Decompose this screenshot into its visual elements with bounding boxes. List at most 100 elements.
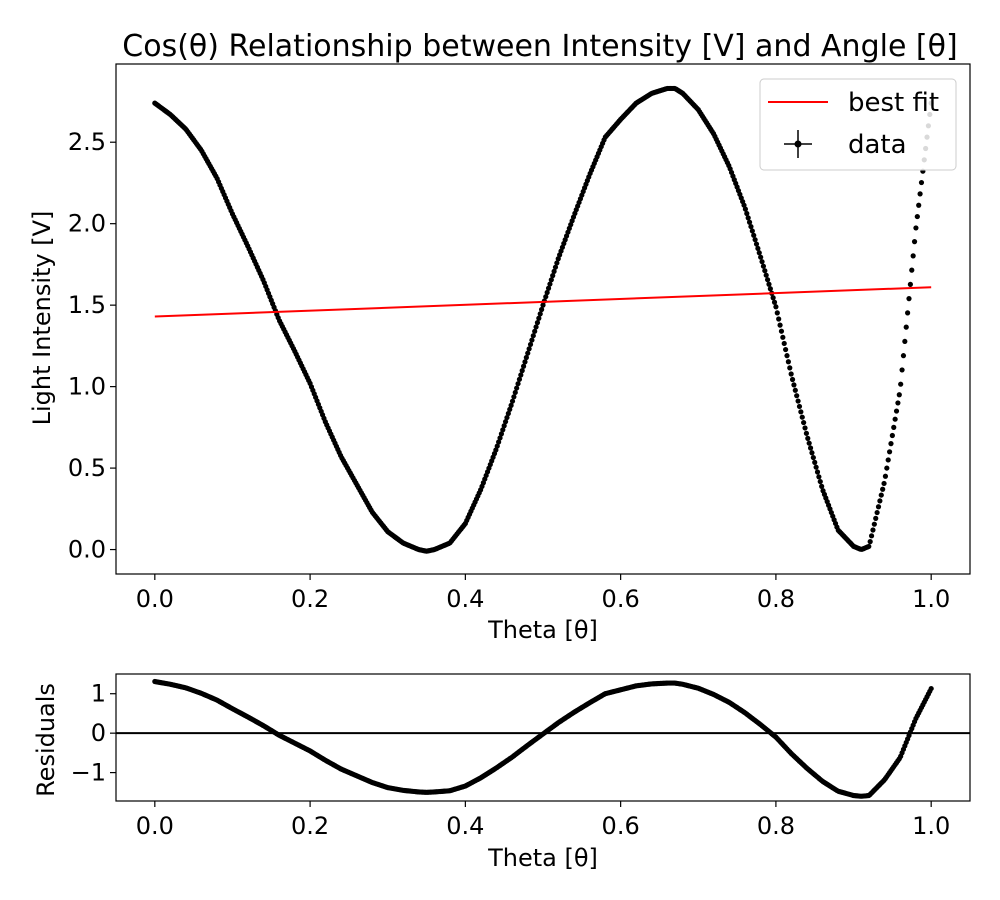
main-data-point [917, 191, 923, 197]
residuals-x-tick-label: 0.2 [291, 812, 329, 840]
main-data-point [554, 260, 560, 266]
main-data-point [753, 241, 760, 247]
main-data-point [777, 322, 783, 328]
main-data-point [773, 304, 779, 310]
main-data-point [509, 398, 516, 404]
legend-data-label: data [848, 130, 907, 160]
main-data-point [529, 337, 535, 343]
main-data-point [871, 521, 877, 527]
residuals-x-axis-label: Theta [θ] [487, 844, 598, 872]
main-data-point [900, 353, 907, 359]
residuals-y-tick-label: 1 [91, 680, 106, 708]
main-data-point [899, 367, 905, 373]
main-plot-panel: Cos(θ) Relationship between Intensity [V… [28, 29, 971, 644]
main-data-point [519, 368, 525, 374]
main-data-point [870, 527, 876, 533]
main-data-point [902, 338, 908, 345]
main-data-point [501, 423, 507, 429]
residuals-y-tick-label: −1 [71, 759, 106, 787]
residuals-x-tick-label: 0.0 [136, 812, 174, 840]
main-data-point [523, 354, 529, 361]
main-data-point [810, 454, 816, 461]
residuals-plot-panel: 0.0 0.2 0.4 0.6 0.8 1.0 −1 0 1 Theta [θ] Residua… [32, 673, 971, 872]
main-data-point [796, 403, 803, 410]
main-data-point [803, 430, 810, 436]
main-data-point [527, 341, 534, 348]
main-data-point [758, 254, 764, 260]
residuals-plot-frame [115, 673, 971, 802]
main-data-point [504, 414, 510, 421]
main-data-point [813, 464, 819, 470]
residuals-y-tick-label: 0 [91, 719, 106, 747]
main-data-point [545, 285, 552, 291]
main-data-point [801, 419, 807, 426]
main-data-point [907, 281, 913, 287]
main-data-point [776, 316, 782, 322]
main-data-point [892, 416, 898, 422]
main-y-tick-label: 2.0 [68, 210, 106, 238]
main-data-point [906, 296, 912, 302]
residuals-x-tick-label: 0.8 [757, 812, 795, 840]
main-data-point [537, 311, 543, 317]
main-data-point [770, 295, 776, 301]
main-data-point [496, 439, 502, 445]
main-data-point [759, 259, 765, 265]
main-data-point [543, 294, 549, 300]
main-data-point [789, 376, 796, 383]
main-data-point [816, 474, 822, 480]
main-data-point [525, 350, 531, 356]
main-data-point [812, 459, 818, 465]
main-data-point [783, 346, 789, 353]
main-best-fit-line [154, 286, 932, 318]
main-data-point [819, 483, 825, 489]
main-data-point [767, 286, 773, 292]
main-data-point [882, 473, 889, 479]
main-data-point [914, 213, 920, 220]
main-data-point [792, 387, 798, 393]
main-y-axis-label: Light Intensity [V] [28, 211, 56, 426]
main-data-point [780, 334, 786, 340]
main-data-point [746, 219, 753, 225]
main-x-axis-label: Theta [θ] [487, 616, 598, 644]
main-data-point [752, 237, 758, 243]
main-y-tick-label: 1.0 [68, 373, 106, 401]
main-y-tick-label: 2.5 [68, 128, 106, 156]
main-data-point [891, 424, 897, 430]
main-data-point [911, 239, 918, 245]
main-data-point [530, 333, 536, 339]
chart-title: Cos(θ) Relationship between Intensity [V… [122, 29, 957, 64]
main-plot-area: 0.0 0.2 0.4 0.6 0.8 1.0 0.0 0.5 1.0 1.5 2.0 2.5 [68, 85, 950, 613]
main-data-point [507, 406, 513, 413]
main-data-point [741, 202, 747, 208]
main-data-point [745, 215, 751, 221]
main-data-point [791, 382, 797, 388]
main-data-point [893, 408, 900, 414]
main-data-point [512, 389, 518, 396]
main-y-tick-label: 0.5 [68, 454, 106, 482]
main-data-point [748, 223, 754, 230]
main-data-point [896, 392, 902, 398]
main-data-point [755, 245, 761, 252]
residuals-data-point [928, 685, 934, 692]
main-y-tick-label: 0.0 [68, 536, 106, 564]
main-data-point [809, 450, 815, 456]
main-data-point [880, 486, 886, 492]
main-data-point [762, 268, 768, 274]
main-data-point [742, 206, 749, 212]
main-data-point [910, 253, 916, 259]
main-data-point [511, 394, 517, 400]
residuals-y-axis-label: Residuals [32, 683, 60, 797]
main-data-point [866, 543, 872, 550]
main-data-point [540, 302, 546, 308]
main-data-point [794, 393, 800, 399]
main-data-point [515, 381, 521, 387]
main-data-point [873, 515, 879, 521]
legend-best-fit-label: best fit [848, 88, 939, 118]
main-data-point [497, 435, 503, 441]
legend: best fit data [759, 78, 957, 171]
main-data-point [802, 425, 808, 431]
main-data-point [905, 310, 911, 316]
residuals-x-tick-label: 0.6 [602, 812, 640, 840]
main-data-point [550, 273, 556, 279]
main-data-point [551, 268, 557, 274]
